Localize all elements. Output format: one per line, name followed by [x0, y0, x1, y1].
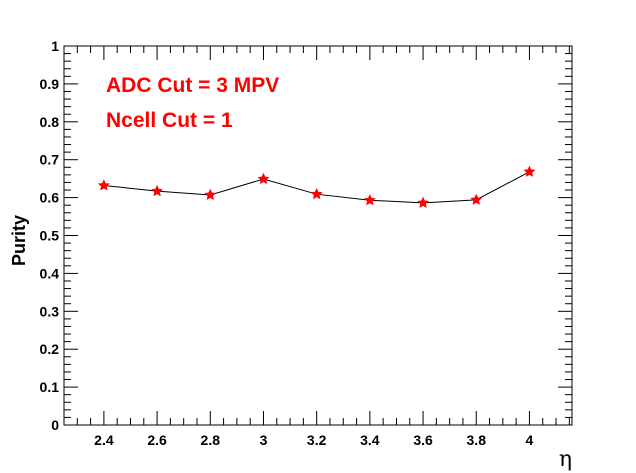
data-point-marker — [523, 165, 536, 177]
y-tick-label: 0.7 — [40, 152, 60, 168]
x-tick-label: 3.2 — [307, 432, 327, 448]
y-tick-label: 0.5 — [40, 228, 60, 244]
data-point-marker — [363, 194, 376, 206]
series-line — [103, 171, 530, 204]
x-tick-label: 3.8 — [467, 432, 487, 448]
y-tick-label: 0.2 — [40, 341, 60, 357]
y-tick-label: 0.6 — [40, 190, 60, 206]
y-tick-label: 0.4 — [40, 265, 60, 281]
data-markers — [97, 165, 536, 208]
y-tick-label: 0 — [51, 417, 59, 433]
data-point-marker — [97, 179, 110, 191]
y-tick-label: 0.3 — [40, 303, 60, 319]
x-axis-ticks: 2.4 2.6 2.8 3 3.2 3.4 3.6 3.8 4 — [63, 46, 570, 448]
x-tick-label: 4 — [526, 432, 534, 448]
x-tick-label: 2.6 — [147, 432, 167, 448]
x-tick-label: 3.6 — [413, 432, 433, 448]
y-tick-label: 0.1 — [40, 379, 60, 395]
annotation-ncell-cut: Ncell Cut = 1 — [106, 109, 233, 132]
y-axis-ticks: 0 0.1 0.2 0.3 0.4 0.5 0.6 0.7 0.8 0.9 1 — [40, 38, 572, 433]
data-point-marker — [151, 184, 164, 197]
data-point-marker — [417, 196, 429, 208]
y-tick-label: 0.9 — [40, 76, 60, 92]
data-point-marker — [310, 187, 323, 200]
x-axis-title: η — [559, 447, 572, 472]
series-polyline — [103, 171, 530, 204]
annotation-adc-cut: ADC Cut = 3 MPV — [106, 74, 279, 97]
data-point-marker — [204, 188, 217, 200]
x-tick-label: 3.4 — [360, 432, 380, 448]
x-tick-label: 2.8 — [201, 432, 221, 448]
x-tick-label: 2.4 — [94, 432, 114, 448]
data-point-marker — [257, 172, 270, 185]
y-tick-label: 1 — [51, 38, 59, 54]
y-tick-label: 0.8 — [40, 114, 60, 130]
data-point-marker — [470, 193, 483, 205]
x-tick-label: 3 — [260, 432, 268, 448]
plot-frame — [63, 45, 573, 426]
y-axis-title: Purity — [9, 215, 29, 266]
